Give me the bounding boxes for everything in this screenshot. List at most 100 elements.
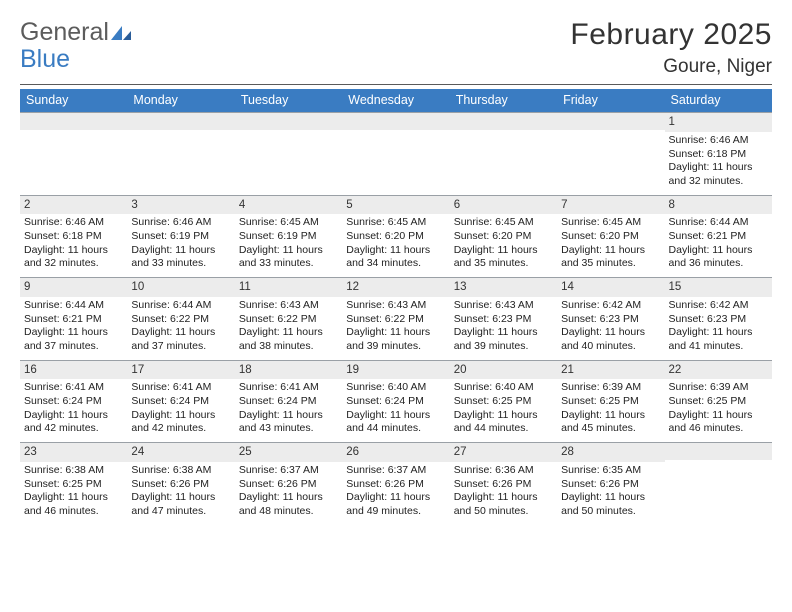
- weekday-header-row: Sunday Monday Tuesday Wednesday Thursday…: [20, 89, 772, 112]
- daylight-line: Daylight: 11 hours and 33 minutes.: [131, 244, 230, 271]
- sunrise-line: Sunrise: 6:44 AM: [24, 299, 123, 313]
- week-row: 2Sunrise: 6:46 AMSunset: 6:18 PMDaylight…: [20, 195, 772, 278]
- sunrise-line: Sunrise: 6:36 AM: [454, 464, 553, 478]
- weekday-header: Thursday: [450, 89, 557, 112]
- day-number: 23: [20, 443, 127, 462]
- sunset-line: Sunset: 6:19 PM: [131, 230, 230, 244]
- day-number: 2: [20, 196, 127, 215]
- sunrise-line: Sunrise: 6:39 AM: [561, 381, 660, 395]
- day-number: [235, 113, 342, 130]
- day-number: 14: [557, 278, 664, 297]
- day-number: 15: [665, 278, 772, 297]
- daylight-line: Daylight: 11 hours and 44 minutes.: [454, 409, 553, 436]
- day-number: 27: [450, 443, 557, 462]
- weekday-header: Sunday: [20, 89, 127, 112]
- sunrise-line: Sunrise: 6:39 AM: [669, 381, 768, 395]
- day-cell: 4Sunrise: 6:45 AMSunset: 6:19 PMDaylight…: [235, 196, 342, 278]
- sunset-line: Sunset: 6:26 PM: [131, 478, 230, 492]
- sunrise-line: Sunrise: 6:40 AM: [346, 381, 445, 395]
- sunrise-line: Sunrise: 6:46 AM: [669, 134, 768, 148]
- daylight-line: Daylight: 11 hours and 42 minutes.: [24, 409, 123, 436]
- day-number: 25: [235, 443, 342, 462]
- sunrise-line: Sunrise: 6:38 AM: [131, 464, 230, 478]
- day-cell: [557, 113, 664, 195]
- daylight-line: Daylight: 11 hours and 41 minutes.: [669, 326, 768, 353]
- daylight-line: Daylight: 11 hours and 33 minutes.: [239, 244, 338, 271]
- day-number: [557, 113, 664, 130]
- day-number: [20, 113, 127, 130]
- sunset-line: Sunset: 6:20 PM: [454, 230, 553, 244]
- daylight-line: Daylight: 11 hours and 45 minutes.: [561, 409, 660, 436]
- sunset-line: Sunset: 6:25 PM: [24, 478, 123, 492]
- sunrise-line: Sunrise: 6:41 AM: [239, 381, 338, 395]
- day-cell: 14 Sunrise: 6:42 AMSunset: 6:23 PMDayligh…: [557, 278, 664, 360]
- sunrise-line: Sunrise: 6:37 AM: [346, 464, 445, 478]
- day-cell: 12Sunrise: 6:43 AMSunset: 6:22 PMDayligh…: [342, 278, 449, 360]
- sunset-line: Sunset: 6:24 PM: [24, 395, 123, 409]
- daylight-line: Daylight: 11 hours and 48 minutes.: [239, 491, 338, 518]
- day-cell: 5Sunrise: 6:45 AMSunset: 6:20 PMDaylight…: [342, 196, 449, 278]
- sunset-line: Sunset: 6:19 PM: [239, 230, 338, 244]
- sunset-line: Sunset: 6:22 PM: [131, 313, 230, 327]
- week-row: 23Sunrise: 6:38 AMSunset: 6:25 PMDayligh…: [20, 442, 772, 525]
- daylight-line: Daylight: 11 hours and 46 minutes.: [24, 491, 123, 518]
- weekday-header: Friday: [557, 89, 664, 112]
- sunrise-line: Sunrise: 6:40 AM: [454, 381, 553, 395]
- sunrise-line: Sunrise: 6:45 AM: [239, 216, 338, 230]
- day-cell: 22Sunrise: 6:39 AMSunset: 6:25 PMDayligh…: [665, 361, 772, 443]
- day-cell: 17Sunrise: 6:41 AMSunset: 6:24 PMDayligh…: [127, 361, 234, 443]
- day-number: 4: [235, 196, 342, 215]
- day-number: 28: [557, 443, 664, 462]
- daylight-line: Daylight: 11 hours and 40 minutes.: [561, 326, 660, 353]
- day-cell: 7Sunrise: 6:45 AMSunset: 6:20 PMDaylight…: [557, 196, 664, 278]
- daylight-line: Daylight: 11 hours and 32 minutes.: [669, 161, 768, 188]
- day-number: 16: [20, 361, 127, 380]
- daylight-line: Daylight: 11 hours and 34 minutes.: [346, 244, 445, 271]
- day-number: 6: [450, 196, 557, 215]
- day-cell: 19Sunrise: 6:40 AMSunset: 6:24 PMDayligh…: [342, 361, 449, 443]
- month-title: February 2025: [570, 18, 772, 52]
- day-number: 1: [665, 113, 772, 132]
- sunset-line: Sunset: 6:22 PM: [239, 313, 338, 327]
- day-cell: 23Sunrise: 6:38 AMSunset: 6:25 PMDayligh…: [20, 443, 127, 525]
- daylight-line: Daylight: 11 hours and 49 minutes.: [346, 491, 445, 518]
- daylight-line: Daylight: 11 hours and 35 minutes.: [561, 244, 660, 271]
- day-cell: [127, 113, 234, 195]
- day-cell: 6Sunrise: 6:45 AMSunset: 6:20 PMDaylight…: [450, 196, 557, 278]
- day-number: 11: [235, 278, 342, 297]
- header-divider: [20, 84, 772, 85]
- day-number: [450, 113, 557, 130]
- day-cell: [665, 443, 772, 525]
- daylight-line: Daylight: 11 hours and 39 minutes.: [346, 326, 445, 353]
- daylight-line: Daylight: 11 hours and 39 minutes.: [454, 326, 553, 353]
- day-number: 8: [665, 196, 772, 215]
- day-cell: 26Sunrise: 6:37 AMSunset: 6:26 PMDayligh…: [342, 443, 449, 525]
- week-row: 9Sunrise: 6:44 AMSunset: 6:21 PMDaylight…: [20, 277, 772, 360]
- sunset-line: Sunset: 6:24 PM: [346, 395, 445, 409]
- sunrise-line: Sunrise: 6:45 AM: [346, 216, 445, 230]
- sunset-line: Sunset: 6:21 PM: [24, 313, 123, 327]
- daylight-line: Daylight: 11 hours and 37 minutes.: [24, 326, 123, 353]
- brand-part2: Blue: [20, 45, 70, 73]
- week-row: 16Sunrise: 6:41 AMSunset: 6:24 PMDayligh…: [20, 360, 772, 443]
- sunrise-line: Sunrise: 6:44 AM: [131, 299, 230, 313]
- sunrise-line: Sunrise: 6:43 AM: [346, 299, 445, 313]
- weekday-header: Tuesday: [235, 89, 342, 112]
- sunrise-line: Sunrise: 6:35 AM: [561, 464, 660, 478]
- daylight-line: Daylight: 11 hours and 50 minutes.: [561, 491, 660, 518]
- sunrise-line: Sunrise: 6:41 AM: [24, 381, 123, 395]
- title-block: February 2025 Goure, Niger: [570, 18, 772, 78]
- sunset-line: Sunset: 6:21 PM: [669, 230, 768, 244]
- daylight-line: Daylight: 11 hours and 44 minutes.: [346, 409, 445, 436]
- daylight-line: Daylight: 11 hours and 32 minutes.: [24, 244, 123, 271]
- sunrise-line: Sunrise: 6:46 AM: [131, 216, 230, 230]
- day-number: 9: [20, 278, 127, 297]
- day-number: 20: [450, 361, 557, 380]
- sunrise-line: Sunrise: 6:43 AM: [454, 299, 553, 313]
- sunrise-line: Sunrise: 6:42 AM: [561, 299, 660, 313]
- day-cell: [450, 113, 557, 195]
- sunset-line: Sunset: 6:23 PM: [561, 313, 660, 327]
- sail-icon: [111, 22, 133, 47]
- day-cell: 20Sunrise: 6:40 AMSunset: 6:25 PMDayligh…: [450, 361, 557, 443]
- day-number: 13: [450, 278, 557, 297]
